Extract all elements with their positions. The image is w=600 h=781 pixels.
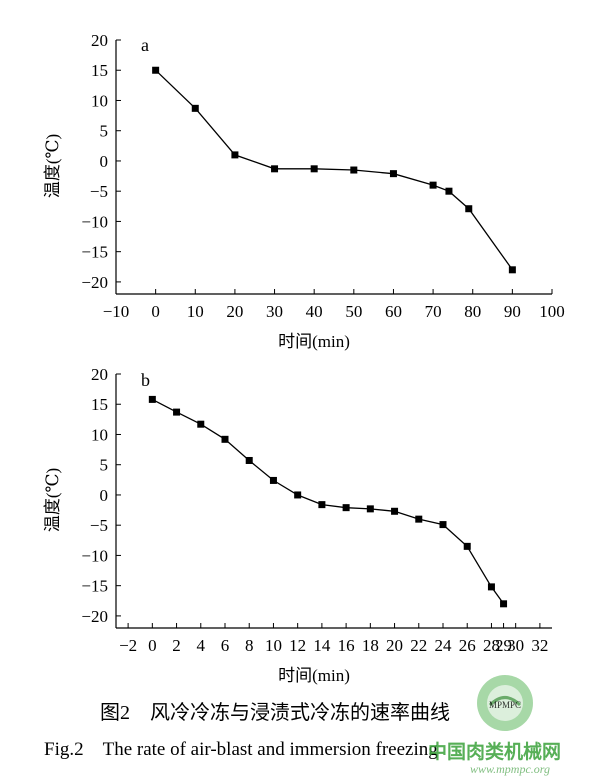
data-point	[500, 600, 508, 608]
data-point	[391, 507, 399, 515]
x-tick-label: 18	[362, 636, 379, 655]
y-tick-label: 0	[100, 486, 109, 505]
watermark: MPMPC 中国肉类机械网 www.mpmpc.org	[428, 675, 561, 776]
y-tick-label: −5	[90, 516, 108, 535]
x-tick-label: 50	[345, 302, 362, 321]
data-point	[245, 456, 253, 464]
data-point	[463, 542, 471, 550]
data-point	[294, 491, 302, 499]
data-point	[318, 501, 326, 509]
watermark-url: www.mpmpc.org	[470, 762, 550, 776]
panel-label-b: b	[141, 370, 150, 390]
y-tick-label: 5	[100, 122, 109, 141]
y-tick-label: −20	[81, 607, 108, 626]
x-tick-label: 20	[386, 636, 403, 655]
data-point	[269, 476, 277, 484]
y-tick-label: 20	[91, 365, 108, 384]
x-tick-label: 14	[313, 636, 331, 655]
data-point	[445, 187, 453, 195]
x-tick-label: −10	[103, 302, 130, 321]
data-point	[508, 266, 516, 274]
data-point	[342, 504, 350, 512]
x-tick-label: 60	[385, 302, 402, 321]
x-tick-label: 0	[148, 636, 157, 655]
y-tick-label: 5	[100, 456, 109, 475]
data-point	[429, 181, 437, 189]
series-line	[155, 69, 513, 271]
data-point	[173, 408, 181, 416]
watermark-text: 中国肉类机械网	[428, 740, 561, 763]
data-point	[415, 515, 423, 523]
y-axis-title-a: 温度(℃)	[43, 134, 62, 198]
figure-caption-english: Fig.2 The rate of air-blast and immersio…	[44, 739, 438, 760]
x-tick-label: 4	[197, 636, 206, 655]
data-point	[148, 395, 156, 403]
y-tick-label: 10	[91, 425, 108, 444]
y-tick-label: −5	[90, 182, 108, 201]
x-tick-label: 80	[464, 302, 481, 321]
figure-caption-chinese: 图2 风冷冷冻与浸渍式冷冻的速率曲线	[100, 701, 450, 724]
x-tick-label: 100	[539, 302, 565, 321]
data-point	[271, 165, 279, 173]
y-tick-label: 0	[100, 152, 109, 171]
y-tick-label: 15	[91, 61, 108, 80]
y-tick-label: 10	[91, 91, 108, 110]
data-point	[389, 170, 397, 178]
x-tick-label: 28	[483, 636, 500, 655]
y-tick-label: −15	[81, 243, 108, 262]
x-axis-title-b: 时间(min)	[278, 666, 350, 685]
x-tick-label: 20	[226, 302, 243, 321]
data-point	[487, 583, 495, 591]
panel-label-a: a	[141, 35, 149, 55]
y-axis-title-b: 温度(℃)	[43, 468, 62, 532]
data-point	[231, 151, 239, 159]
x-tick-label: 90	[504, 302, 521, 321]
y-tick-label: 20	[91, 31, 108, 50]
x-tick-label: 26	[459, 636, 476, 655]
x-tick-label: 2	[172, 636, 181, 655]
y-tick-label: −10	[81, 212, 108, 231]
x-tick-label: 16	[338, 636, 355, 655]
data-point	[152, 66, 160, 74]
data-point	[221, 435, 229, 443]
data-point	[310, 165, 318, 173]
x-tick-label: 70	[425, 302, 442, 321]
x-tick-label: 10	[265, 636, 282, 655]
x-tick-label: 32	[531, 636, 548, 655]
watermark-logo-icon: MPMPC	[477, 675, 533, 731]
data-point	[366, 505, 374, 513]
x-tick-label: 12	[289, 636, 306, 655]
x-tick-label: 30	[507, 636, 524, 655]
x-tick-label: 6	[221, 636, 230, 655]
watermark-logo-text: MPMPC	[489, 700, 521, 710]
y-tick-label: −15	[81, 577, 108, 596]
x-tick-label: 30	[266, 302, 283, 321]
x-tick-label: −2	[119, 636, 137, 655]
y-tick-label: 15	[91, 395, 108, 414]
data-point	[197, 420, 205, 428]
series-line	[151, 398, 505, 605]
x-axis-title-a: 时间(min)	[278, 332, 350, 351]
data-point	[350, 166, 358, 174]
y-tick-label: −10	[81, 546, 108, 565]
x-tick-label: 10	[187, 302, 204, 321]
data-point	[439, 521, 447, 529]
x-tick-label: 22	[410, 636, 427, 655]
x-tick-label: 40	[306, 302, 323, 321]
data-point	[191, 104, 199, 112]
x-tick-label: 0	[151, 302, 160, 321]
y-tick-label: −20	[81, 273, 108, 292]
x-tick-label: 8	[245, 636, 254, 655]
x-tick-label: 24	[435, 636, 453, 655]
x-tick-label: 29	[495, 636, 512, 655]
data-point	[465, 205, 473, 213]
